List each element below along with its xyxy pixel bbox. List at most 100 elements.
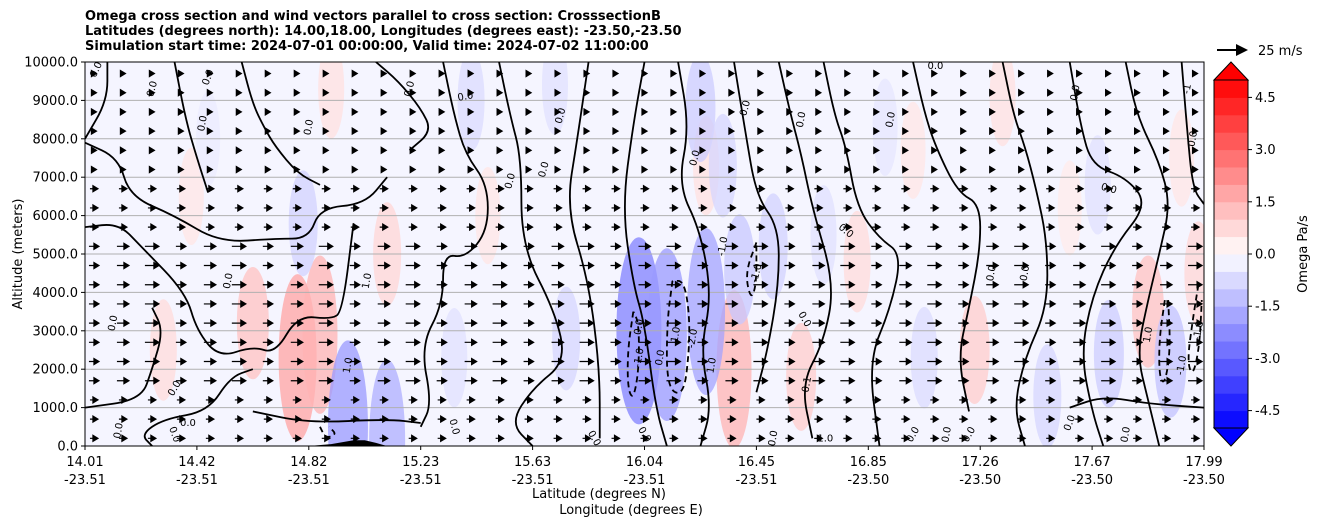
wind-vector-125 [262, 338, 274, 347]
contour-label-4: 0.0 [302, 119, 316, 137]
wind-vector-491 [785, 223, 795, 232]
wind-vector-32 [118, 203, 129, 212]
wind-vector-320 [553, 434, 563, 443]
wind-vector-574 [902, 165, 909, 174]
wind-vector-614 [960, 165, 967, 174]
wind-vector-776 [1191, 127, 1199, 136]
y-tick-label-4: 4000.0 [33, 286, 79, 301]
y-tick-label-2: 2000.0 [33, 363, 79, 378]
wind-vector-335 [554, 146, 562, 155]
wind-vector-39 [119, 69, 127, 78]
contour-label-7: 0.0 [503, 172, 518, 190]
wind-vector-652 [1017, 203, 1027, 212]
wind-vector-159 [293, 69, 301, 78]
contour-label-13: 0.0 [884, 111, 898, 129]
wind-vector-168 [318, 280, 334, 289]
wind-vector-777 [1191, 107, 1199, 116]
wind-vector-479 [757, 69, 765, 78]
y-tick-label-7: 7000.0 [33, 171, 79, 186]
colorbar-tick-label-5: 3.0 [1255, 143, 1276, 158]
wind-vector-718 [1105, 88, 1112, 97]
wind-vector-41 [147, 415, 158, 424]
wind-vector-201 [379, 415, 389, 424]
wind-vector-482 [785, 395, 795, 404]
wind-vector-743 [1160, 376, 1174, 385]
contour-solid-8 [419, 62, 489, 428]
wind-vector-18 [90, 88, 98, 97]
wind-vector-397 [641, 107, 649, 116]
omega-cell-21 [687, 228, 726, 396]
wind-vector-361 [611, 415, 621, 424]
wind-vector-122 [263, 395, 273, 404]
x-tick-label-lat-2: 14.82 [290, 455, 327, 470]
wind-vector-683 [1073, 376, 1087, 385]
wind-vector-387 [638, 299, 652, 308]
wind-vector-345 [579, 338, 595, 347]
wind-vector-304 [523, 357, 535, 366]
wind-vector-12 [89, 203, 100, 212]
wind-vector-135 [264, 146, 272, 155]
wind-vector-228 [405, 280, 421, 289]
wind-vector-623 [986, 376, 1000, 385]
wind-vector-597 [931, 107, 938, 116]
wind-vector-395 [641, 146, 649, 155]
wind-vector-150 [290, 242, 304, 251]
wind-vector-572 [901, 203, 911, 212]
wind-vector-617 [960, 107, 967, 116]
omega-cell-0 [236, 266, 269, 380]
wind-vector-421 [698, 415, 708, 424]
wind-vector-419 [670, 69, 678, 78]
wind-vector-728 [1132, 280, 1144, 289]
wind-vector-269 [464, 261, 478, 270]
wind-vector-124 [262, 357, 274, 366]
wind-vector-81 [205, 415, 216, 424]
wind-vector-33 [118, 184, 129, 193]
wind-vector-21 [118, 415, 129, 424]
wind-vector-195 [351, 146, 359, 155]
y-axis: 0.0 1000.0 2000.0 3000.0 4000.0 5000.0 6000.0 7… [24, 56, 85, 455]
wind-vector-615 [960, 146, 967, 155]
wind-vector-236 [409, 127, 417, 136]
y-tick-label-9: 9000.0 [33, 94, 79, 109]
wind-vector-86 [203, 319, 218, 328]
wind-vector-404 [666, 357, 682, 366]
wind-vector-169 [318, 261, 334, 270]
wind-vector-240 [437, 434, 447, 443]
wind-vector-132 [263, 203, 273, 212]
wind-vector-591 [930, 223, 940, 232]
wind-vector-412 [669, 203, 679, 212]
wind-vector-286 [492, 319, 508, 328]
wind-vector-705 [1101, 338, 1117, 347]
contour-label-51: -1.0 [1175, 355, 1189, 376]
wind-vector-222 [408, 395, 418, 404]
wind-vector-142 [292, 395, 302, 404]
colorbar-level-4 [1214, 341, 1248, 359]
contour-label-26: 0.0 [222, 272, 236, 290]
wind-vector-19 [90, 69, 98, 78]
x-tick-label-lon-3: -23.51 [400, 473, 442, 488]
wind-vector-437 [699, 107, 707, 116]
wind-vector-394 [641, 165, 649, 174]
wind-vector-211 [379, 223, 389, 232]
wind-vector-575 [902, 146, 909, 155]
wind-vector-643 [1014, 376, 1030, 385]
wind-vector-600 [959, 434, 969, 443]
wind-vector-2 [89, 395, 100, 404]
wind-vector-525 [840, 338, 856, 347]
wind-vector-452 [727, 203, 737, 212]
contour-label-2: 0.0 [201, 68, 217, 87]
wind-vector-668 [1045, 280, 1057, 289]
wind-vector-635 [989, 146, 996, 155]
contour-layer [85, 62, 1204, 446]
wind-vector-330 [551, 242, 565, 251]
wind-vector-74 [177, 165, 185, 174]
wind-vector-499 [786, 69, 794, 78]
wind-vector-68 [175, 280, 188, 289]
wind-vector-368 [610, 280, 622, 289]
wind-vector-544 [871, 357, 883, 366]
wind-vector-37 [119, 107, 127, 116]
colorbar-level-0 [1214, 410, 1248, 429]
wind-vector-658 [1018, 88, 1025, 97]
x-tick-label-lat-1: 14.42 [178, 455, 215, 470]
wind-vector-666 [1045, 319, 1057, 328]
